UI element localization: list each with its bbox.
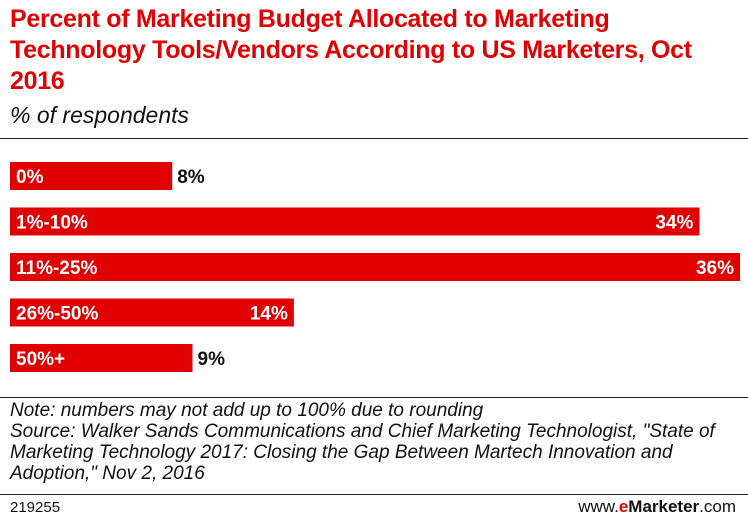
notes-divider [0, 397, 748, 398]
bar-1 [10, 207, 700, 236]
category-label-0: 0% [16, 167, 44, 188]
top-divider [0, 138, 748, 139]
footer-divider [0, 494, 748, 495]
chart-subtitle: % of respondents [10, 102, 190, 128]
value-label-2: 36% [696, 258, 734, 279]
category-label-4: 50%+ [16, 349, 65, 370]
category-label-3: 26%-50% [16, 304, 98, 325]
site-brand: Marketer [628, 497, 700, 516]
category-label-2: 11%-25% [16, 258, 97, 279]
bar-chart: 0% 8% 1%-10% 34% 11%-25% 36% 26%-50% 14% 50%+ 9% [10, 162, 740, 372]
category-label-1: 1%-10% [16, 213, 88, 234]
chart-title: Percent of Marketing Budget Allocated to… [10, 5, 692, 95]
bar-3 [10, 298, 294, 327]
chart-id: 219255 [10, 499, 61, 516]
note-text: Note: numbers may not add up to 100% due… [10, 400, 484, 421]
source-text: Source: Walker Sands Communications and … [10, 421, 715, 484]
site-e: e [618, 497, 629, 516]
bar-4 [10, 344, 193, 372]
value-label-1: 34% [655, 213, 693, 234]
bar-2 [10, 253, 740, 281]
site-link[interactable]: www.eMarketer.com [578, 497, 736, 517]
value-label-0: 8% [177, 167, 205, 188]
value-label-3: 14% [250, 304, 288, 325]
value-label-4: 9% [198, 349, 226, 370]
bar-0 [10, 162, 173, 190]
site-prefix: www. [578, 497, 619, 516]
notes-block: Note: numbers may not add up to 100% due… [10, 400, 740, 484]
site-suffix: .com [699, 497, 736, 516]
